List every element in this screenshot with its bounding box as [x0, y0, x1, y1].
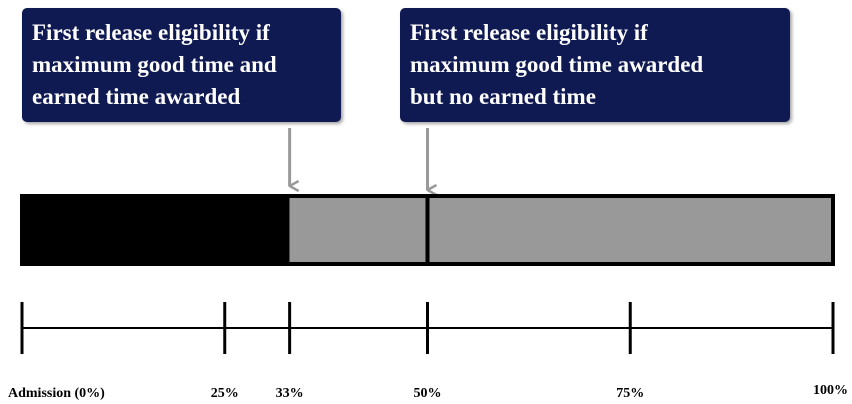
- callout-left-line-1: First release eligibility if: [32, 20, 270, 45]
- callout-max-good-and-earned-time: First release eligibility if maximum goo…: [22, 8, 341, 122]
- callout-left-line-2: maximum good time and: [32, 52, 277, 77]
- callout-right-line-1: First release eligibility if: [410, 20, 648, 45]
- tick-label-100: 100%: [813, 383, 848, 398]
- bar-remaining-segment: [289, 196, 833, 264]
- sentence-bar-outline: [20, 194, 835, 266]
- tick-label-0: Admission (0%): [8, 386, 105, 401]
- tick-label-75: 75%: [616, 386, 645, 401]
- callout-right-line-3: but no earned time: [410, 84, 596, 109]
- bar-served-segment: [22, 196, 290, 264]
- tick-label-33: 33%: [275, 386, 304, 401]
- tick-label-50: 50%: [413, 386, 442, 401]
- timeline-ticks: [20, 302, 835, 354]
- callout-left-line-3: earned time awarded: [32, 84, 241, 109]
- tick-label-25: 25%: [210, 386, 239, 401]
- callout-max-good-time-no-earned: First release eligibility if maximum goo…: [400, 8, 790, 122]
- callout-right-line-2: maximum good time awarded: [410, 52, 704, 77]
